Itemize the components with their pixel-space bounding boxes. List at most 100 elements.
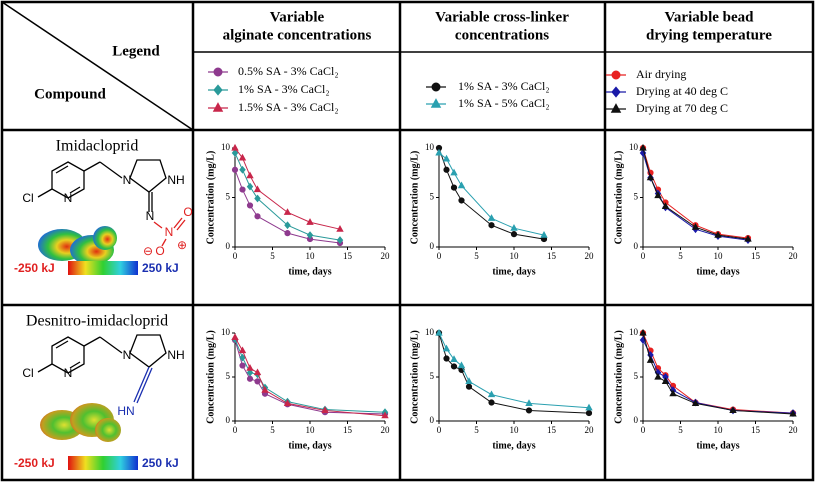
y-tick-label: 5 bbox=[226, 192, 231, 202]
data-point bbox=[246, 368, 254, 377]
atom: N bbox=[64, 191, 73, 205]
x-tick-label: 5 bbox=[474, 425, 479, 435]
atom: HN bbox=[117, 404, 134, 418]
data-point bbox=[239, 353, 246, 362]
data-point bbox=[487, 390, 496, 398]
scale-max: 250 kJ bbox=[142, 261, 179, 275]
x-tick-label: 5 bbox=[270, 425, 275, 435]
atom: NH bbox=[167, 348, 184, 362]
data-point bbox=[510, 224, 518, 231]
legend-marker bbox=[431, 82, 441, 92]
x-axis-label: time, days bbox=[492, 266, 535, 277]
y-tick-label: 5 bbox=[430, 192, 435, 202]
legend-label: Drying at 70 deg C bbox=[636, 101, 728, 115]
data-point bbox=[585, 409, 593, 417]
data-point bbox=[435, 328, 443, 336]
y-tick-label: 10 bbox=[425, 142, 435, 152]
data-point bbox=[465, 377, 473, 384]
x-axis-label: time, days bbox=[696, 266, 739, 277]
data-point bbox=[458, 197, 465, 204]
data-point bbox=[231, 333, 239, 340]
x-tick-label: 10 bbox=[510, 251, 520, 261]
data-point bbox=[450, 168, 458, 176]
data-point bbox=[540, 230, 548, 238]
data-point bbox=[691, 223, 700, 230]
y-axis-label: Concentration (mg/L) bbox=[613, 330, 624, 424]
data-point bbox=[253, 368, 262, 376]
data-point bbox=[246, 202, 254, 209]
column-title: Variable bead bbox=[664, 9, 754, 25]
data-point bbox=[450, 184, 458, 191]
y-tick-label: 5 bbox=[634, 371, 639, 381]
data-point bbox=[457, 181, 466, 189]
y-tick-label: 0 bbox=[430, 241, 435, 251]
column-title: drying temperature bbox=[646, 27, 772, 43]
data-point bbox=[246, 375, 254, 382]
atom: ⊕ bbox=[177, 238, 187, 252]
y-axis-label: Concentration (mg/L) bbox=[613, 151, 624, 245]
data-point bbox=[729, 406, 737, 414]
data-point bbox=[238, 346, 247, 354]
atom: N bbox=[123, 348, 132, 362]
data-point bbox=[443, 166, 450, 173]
y-tick-label: 0 bbox=[634, 415, 639, 425]
atom: N bbox=[123, 173, 132, 187]
data-point bbox=[283, 399, 292, 406]
data-point bbox=[488, 399, 495, 406]
data-point bbox=[585, 403, 593, 411]
data-point bbox=[231, 143, 239, 151]
data-point bbox=[246, 182, 254, 191]
atom: NH bbox=[167, 173, 184, 187]
data-point bbox=[284, 230, 291, 237]
y-tick-label: 10 bbox=[629, 142, 639, 152]
legend-marker bbox=[610, 103, 622, 113]
legend-header: Legend bbox=[112, 43, 160, 59]
x-tick-label: 20 bbox=[585, 251, 595, 261]
x-axis-label: time, days bbox=[288, 440, 331, 451]
x-tick-label: 20 bbox=[789, 425, 799, 435]
legend-marker bbox=[212, 102, 224, 112]
data-point bbox=[254, 194, 261, 203]
data-point bbox=[336, 236, 344, 244]
y-tick-label: 0 bbox=[634, 241, 639, 251]
x-tick-label: 5 bbox=[678, 425, 683, 435]
data-point bbox=[654, 372, 662, 380]
x-tick-label: 5 bbox=[474, 251, 479, 261]
data-point bbox=[442, 344, 451, 352]
atom: O bbox=[183, 205, 192, 219]
legend-label: 1% SA - 3% CaCl₂ bbox=[458, 79, 550, 93]
x-tick-label: 5 bbox=[270, 251, 275, 261]
x-tick-label: 0 bbox=[233, 425, 238, 435]
data-point bbox=[321, 406, 329, 414]
y-tick-label: 0 bbox=[226, 415, 231, 425]
y-tick-label: 0 bbox=[226, 241, 231, 251]
data-point bbox=[646, 173, 655, 181]
x-axis-label: time, days bbox=[288, 266, 331, 277]
scale-min: -250 kJ bbox=[14, 261, 55, 275]
scale-min: -250 kJ bbox=[14, 456, 55, 470]
data-point bbox=[283, 208, 292, 215]
legend-label: 1% SA - 3% CaCl₂ bbox=[238, 82, 330, 96]
x-tick-label: 0 bbox=[641, 251, 646, 261]
x-tick-label: 10 bbox=[306, 425, 316, 435]
x-axis-label: time, days bbox=[696, 440, 739, 451]
structure bbox=[37, 334, 167, 404]
data-point bbox=[306, 218, 314, 225]
x-tick-label: 10 bbox=[306, 251, 316, 261]
series-line bbox=[234, 337, 386, 417]
x-tick-label: 10 bbox=[714, 251, 724, 261]
data-point bbox=[336, 225, 344, 232]
data-point bbox=[525, 399, 533, 406]
data-point bbox=[488, 222, 495, 229]
y-tick-label: 0 bbox=[430, 415, 435, 425]
legend-marker bbox=[611, 70, 621, 80]
compound-name: Imidacloprid bbox=[56, 138, 139, 155]
series-line bbox=[642, 332, 794, 415]
data-point bbox=[254, 213, 261, 220]
data-point bbox=[306, 231, 314, 240]
data-point bbox=[525, 407, 533, 414]
data-point bbox=[450, 363, 458, 370]
x-tick-label: 0 bbox=[437, 251, 442, 261]
